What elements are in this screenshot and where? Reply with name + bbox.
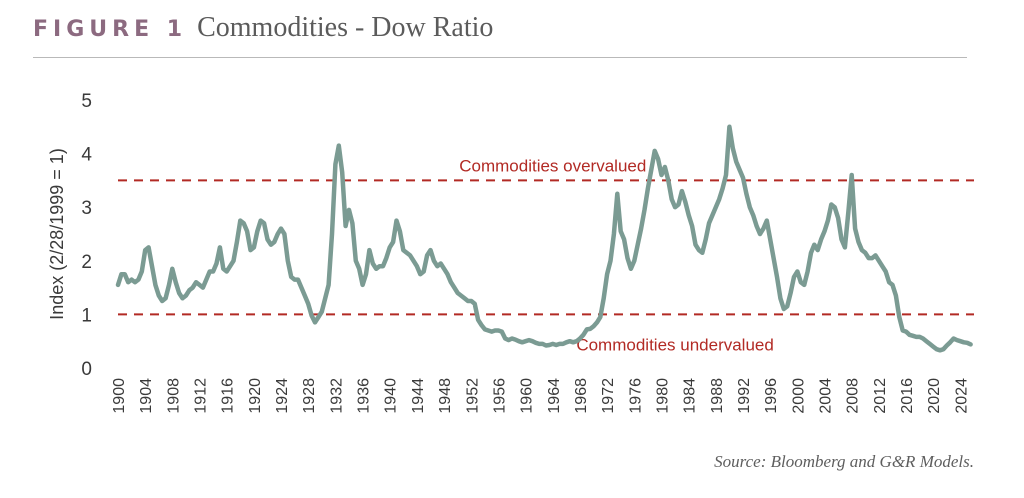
y-tick-label: 0 — [81, 359, 92, 380]
x-tick-label: 1944 — [410, 378, 427, 414]
x-tick-label: 2000 — [790, 378, 807, 414]
x-tick-label: 1984 — [682, 378, 699, 414]
x-tick-label: 1988 — [709, 378, 726, 414]
x-tick-label: 2012 — [872, 378, 889, 414]
x-tick-label: 1928 — [301, 378, 318, 414]
threshold-lines: Commodities overvalued Commodities underv… — [118, 156, 974, 354]
x-tick-label: 1992 — [736, 378, 753, 414]
source-note: Source: Bloomberg and G&R Models. — [714, 452, 974, 471]
y-tick-label: 3 — [81, 198, 92, 219]
x-tick-label: 1956 — [491, 378, 508, 414]
x-tick-label: 1900 — [111, 378, 128, 414]
x-tick-label: 2004 — [818, 378, 835, 414]
x-tick-label: 1912 — [193, 378, 210, 414]
x-axis: 1900 1904 1908 1912 1916 1920 1924 1928 1932 1936… — [111, 378, 970, 414]
overvalued-label: Commodities overvalued — [459, 156, 646, 175]
x-tick-label: 1904 — [138, 378, 155, 414]
series-group — [115, 124, 973, 353]
undervalued-label: Commodities undervalued — [576, 335, 774, 354]
x-tick-label: 1920 — [247, 378, 264, 414]
x-tick-label: 1968 — [573, 378, 590, 414]
x-tick-label: 1952 — [464, 378, 481, 414]
y-tick-label: 5 — [81, 91, 92, 112]
x-tick-label: 1980 — [654, 378, 671, 414]
x-tick-label: 1908 — [165, 378, 182, 414]
y-tick-label: 2 — [81, 252, 92, 273]
x-tick-label: 1936 — [356, 378, 373, 414]
x-tick-label: 1940 — [383, 378, 400, 414]
x-tick-label: 2024 — [953, 378, 970, 414]
y-axis: 0 1 2 3 4 5 — [81, 91, 92, 380]
x-tick-label: 1976 — [627, 378, 644, 414]
y-tick-label: 4 — [81, 145, 92, 166]
series-line — [115, 124, 973, 353]
x-tick-label: 1932 — [328, 378, 345, 414]
x-tick-label: 2016 — [899, 378, 916, 414]
x-tick-label: 1924 — [274, 378, 291, 414]
x-tick-label: 1960 — [519, 378, 536, 414]
x-tick-label: 2008 — [845, 378, 862, 414]
y-tick-label: 1 — [81, 305, 92, 326]
figure-label: FIGURE 1 — [33, 17, 188, 42]
x-tick-label: 2020 — [926, 378, 943, 414]
x-tick-label: 1948 — [437, 378, 454, 414]
x-tick-label: 1972 — [600, 378, 617, 414]
header-divider — [33, 57, 967, 58]
chart-title: Commodities - Dow Ratio — [197, 12, 494, 43]
x-tick-label: 1996 — [763, 378, 780, 414]
y-axis-label: Index (2/28/1999 = 1) — [47, 148, 67, 320]
x-tick-label: 1916 — [220, 378, 237, 414]
x-tick-label: 1964 — [546, 378, 563, 414]
figure-header: FIGURE 1 Commodities - Dow Ratio — [33, 12, 493, 52]
